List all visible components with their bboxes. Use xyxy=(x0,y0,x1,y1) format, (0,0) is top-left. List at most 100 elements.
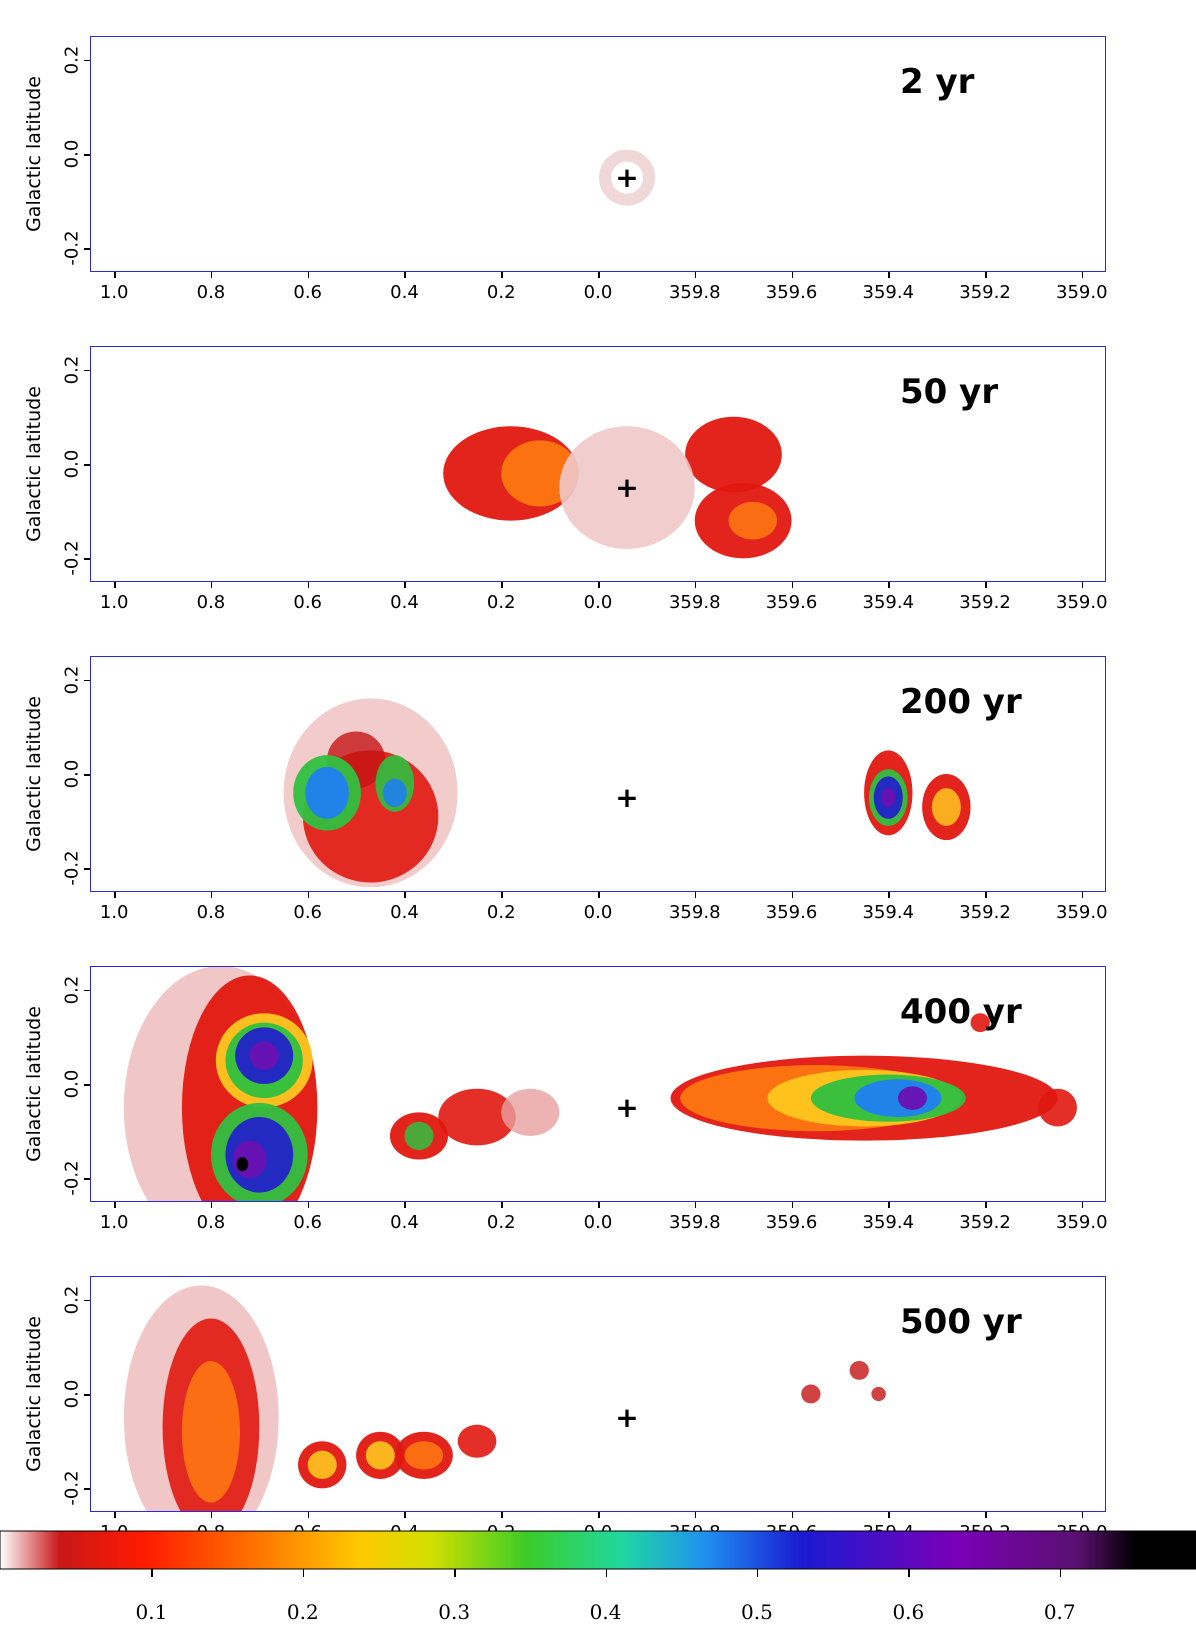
x-tick-label: 359.4 xyxy=(862,282,915,303)
x-tick-label: 359.6 xyxy=(765,592,818,613)
x-tick xyxy=(1081,272,1084,278)
y-tick xyxy=(84,774,90,776)
y-tick xyxy=(84,679,90,682)
x-tick-label: 0.2 xyxy=(486,902,516,923)
x-tick xyxy=(791,892,794,898)
y-tick-label: 0.2 xyxy=(61,975,83,1004)
y-tick-label: 0.2 xyxy=(61,45,83,74)
x-tick xyxy=(210,1512,213,1518)
x-tick-label: 359.0 xyxy=(1056,282,1108,303)
colorbar-tick xyxy=(605,1569,608,1577)
x-tick-label: 359.4 xyxy=(862,1212,915,1233)
x-tick xyxy=(501,1202,503,1208)
y-tick xyxy=(84,1488,90,1490)
y-tick-label: 0.0 xyxy=(61,449,83,479)
emission-region xyxy=(897,1086,927,1110)
panel-title: 500 yr xyxy=(900,1302,1022,1342)
y-tick-label: 0.2 xyxy=(61,355,83,384)
heatmap xyxy=(283,698,971,888)
x-tick-label: 359.6 xyxy=(765,1212,818,1233)
y-tick-label: -0.2 xyxy=(61,1470,83,1506)
x-tick xyxy=(694,582,697,588)
heatmap xyxy=(599,149,656,206)
x-tick xyxy=(114,892,116,898)
emission-region xyxy=(685,416,782,493)
emission-region xyxy=(970,1013,990,1033)
x-tick xyxy=(888,892,890,898)
x-tick-label: 0.0 xyxy=(583,902,613,923)
emission-region xyxy=(1038,1088,1077,1127)
colorbar-tick xyxy=(454,1569,456,1577)
emission-region xyxy=(181,1360,240,1503)
x-tick-label: 1.0 xyxy=(99,282,129,303)
center-marker: + xyxy=(615,160,639,194)
map-panel: +2 yr Galactic latitude 0.2 0.0 -0.2 1.0 0.8 0.… xyxy=(0,0,1196,303)
y-tick xyxy=(84,369,90,372)
x-tick xyxy=(598,272,600,278)
x-tick xyxy=(210,892,213,898)
x-tick xyxy=(791,1512,794,1518)
x-tick xyxy=(307,582,310,588)
x-tick-label: 1.0 xyxy=(99,902,129,923)
x-tick xyxy=(985,1202,987,1208)
x-tick-label: 359.2 xyxy=(959,282,1011,303)
y-tick-label: -0.2 xyxy=(61,540,83,576)
emission-region xyxy=(931,788,961,826)
plot-frame xyxy=(90,36,1106,272)
center-marker: + xyxy=(615,1400,639,1434)
colorbar-tick xyxy=(908,1569,910,1577)
y-tick xyxy=(84,59,90,62)
plot-frame xyxy=(90,1276,1106,1512)
heatmap xyxy=(443,416,792,559)
x-tick-label: 359.8 xyxy=(668,282,721,303)
emission-region xyxy=(404,1441,444,1470)
heatmap xyxy=(123,966,1077,1202)
x-tick-label: 0.6 xyxy=(293,592,323,613)
emission-ring xyxy=(599,149,656,206)
x-tick xyxy=(114,1512,116,1518)
x-tick xyxy=(501,582,503,588)
x-tick xyxy=(985,892,987,898)
x-tick xyxy=(114,582,116,588)
x-tick xyxy=(985,1512,987,1518)
x-tick-label: 0.4 xyxy=(390,1212,419,1233)
x-tick xyxy=(501,272,503,278)
colorbar-tick-label: 0.2 xyxy=(286,1600,319,1624)
x-tick-label: 359.2 xyxy=(959,902,1011,923)
plot-frame xyxy=(90,656,1106,892)
x-tick xyxy=(501,892,503,898)
y-tick-label: 0.0 xyxy=(61,759,83,789)
x-tick xyxy=(694,1512,697,1518)
x-tick xyxy=(598,582,600,588)
emission-region xyxy=(881,788,896,808)
x-tick xyxy=(404,1512,406,1518)
x-tick-label: 0.6 xyxy=(293,282,323,303)
y-axis-label: Galactic latitude xyxy=(23,386,45,542)
x-tick xyxy=(1081,582,1084,588)
x-tick xyxy=(888,582,890,588)
emission-region xyxy=(501,1088,560,1136)
center-marker: + xyxy=(615,470,639,504)
x-tick xyxy=(694,892,697,898)
emission-region xyxy=(457,1424,497,1458)
y-tick-label: -0.2 xyxy=(61,850,83,886)
x-tick-label: 359.0 xyxy=(1056,902,1108,923)
x-tick-label: 359.6 xyxy=(765,282,818,303)
x-tick xyxy=(1081,1512,1084,1518)
x-tick xyxy=(307,892,310,898)
x-tick-label: 0.0 xyxy=(583,592,613,613)
colorbar-tick-label: 0.5 xyxy=(741,1600,773,1624)
x-tick xyxy=(791,272,794,278)
y-tick xyxy=(84,558,90,560)
panel-title: 200 yr xyxy=(900,682,1022,722)
emission-region xyxy=(871,1386,886,1402)
x-tick-label: 0.8 xyxy=(196,902,226,923)
y-tick xyxy=(84,248,90,250)
x-tick xyxy=(598,892,600,898)
x-tick-label: 359.2 xyxy=(959,592,1011,613)
x-tick xyxy=(404,582,406,588)
y-tick-label: 0.2 xyxy=(61,1285,83,1314)
colorbar-tick-label: 0.6 xyxy=(892,1600,925,1624)
x-tick-label: 359.2 xyxy=(959,1212,1011,1233)
